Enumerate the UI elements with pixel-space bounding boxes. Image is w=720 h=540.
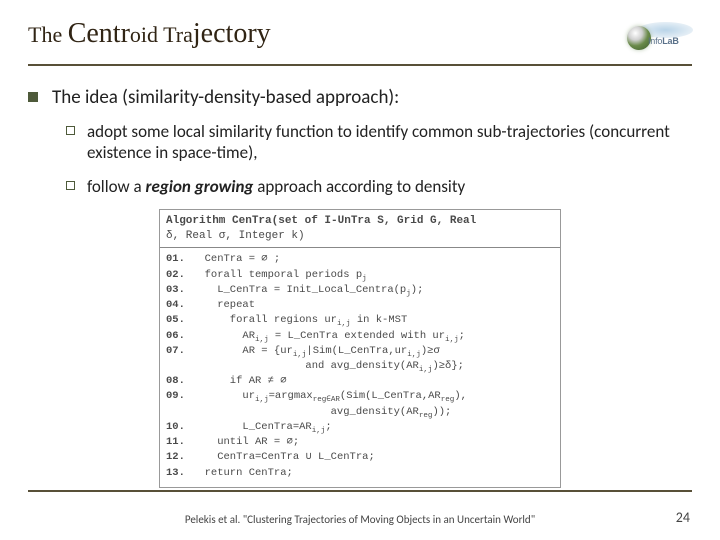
algorithm-box: Algorithm CenTra(set of I-UnTra S, Grid … bbox=[159, 209, 561, 488]
title-part-2: Centr bbox=[68, 18, 130, 49]
slide-body: The idea (similarity-density-based appro… bbox=[28, 66, 692, 488]
hollow-square-bullet-icon bbox=[66, 181, 75, 190]
square-bullet-icon bbox=[28, 92, 38, 102]
algorithm-body: 01. CenTra = ∅ ;02. forall temporal peri… bbox=[160, 248, 560, 486]
level1-text: The idea (similarity-density-based appro… bbox=[52, 86, 399, 109]
bullet-level1: The idea (similarity-density-based appro… bbox=[28, 86, 692, 109]
slide-footer: Pelekis et al. "Clustering Trajectories … bbox=[0, 513, 720, 526]
infolab-logo: InfoLaB bbox=[626, 14, 696, 54]
algo-line: 06. ARi,j = L_CenTra extended with uri,j… bbox=[166, 329, 554, 344]
page-number: 24 bbox=[676, 509, 690, 526]
algo-sig-line1: Algorithm CenTra(set of I-UnTra S, Grid … bbox=[166, 215, 476, 227]
algo-line: and avg_density(ARi,j)≥δ}; bbox=[166, 359, 554, 374]
logo-text: InfoLaB bbox=[648, 36, 679, 46]
footer-divider bbox=[28, 490, 692, 492]
algo-line: 08. if AR ≠ ∅ bbox=[166, 374, 554, 389]
algo-line: 11. until AR = ∅; bbox=[166, 435, 554, 450]
title-part-4: Tra bbox=[163, 22, 193, 47]
algo-line: 12. CenTra=CenTra ∪ L_CenTra; bbox=[166, 450, 554, 465]
hollow-square-bullet-icon bbox=[66, 126, 75, 135]
algo-sig-line2: δ, Real σ, Integer k) bbox=[166, 230, 305, 242]
title-row: The Centroid Trajectory InfoLaB bbox=[28, 18, 692, 66]
algo-line: 04. repeat bbox=[166, 298, 554, 313]
algo-line: 10. L_CenTra=ARi,j; bbox=[166, 420, 554, 435]
logo-text-plain: Info bbox=[648, 36, 662, 46]
bullet-level2: adopt some local similarity function to … bbox=[66, 121, 692, 164]
algo-line: 07. AR = {uri,j|Sim(L_CenTra,uri,j)≥σ bbox=[166, 344, 554, 359]
citation-text: Pelekis et al. "Clustering Trajectories … bbox=[28, 513, 692, 526]
bullet-level2: follow a region growing approach accordi… bbox=[66, 176, 692, 197]
title-part-3: oid bbox=[130, 22, 163, 47]
l2-emph: region growing bbox=[145, 176, 253, 197]
algo-line: 13. return CenTra; bbox=[166, 466, 554, 481]
slide: The Centroid Trajectory InfoLaB The idea… bbox=[0, 0, 720, 540]
l2-post: approach according to density bbox=[253, 176, 465, 197]
algo-line: 01. CenTra = ∅ ; bbox=[166, 252, 554, 267]
logo-text-bold: LaB bbox=[662, 36, 678, 46]
algo-line: 09. uri,j=argmaxreg∈AR(Sim(L_CenTra,ARre… bbox=[166, 389, 554, 404]
algo-line: 05. forall regions uri,j in k-MST bbox=[166, 313, 554, 328]
algo-line: 03. L_CenTra = Init_Local_Centra(pj); bbox=[166, 283, 554, 298]
slide-title: The Centroid Trajectory bbox=[28, 18, 692, 50]
l2-pre: follow a bbox=[87, 176, 145, 197]
level2-text-1: adopt some local similarity function to … bbox=[87, 121, 692, 164]
algo-line: avg_density(ARreg)); bbox=[166, 405, 554, 420]
title-part-1: The bbox=[28, 22, 68, 47]
algo-line: 02. forall temporal periods pj bbox=[166, 268, 554, 283]
algorithm-signature: Algorithm CenTra(set of I-UnTra S, Grid … bbox=[160, 210, 560, 249]
title-part-5: jectory bbox=[193, 18, 271, 49]
level2-text-2: follow a region growing approach accordi… bbox=[87, 176, 465, 197]
